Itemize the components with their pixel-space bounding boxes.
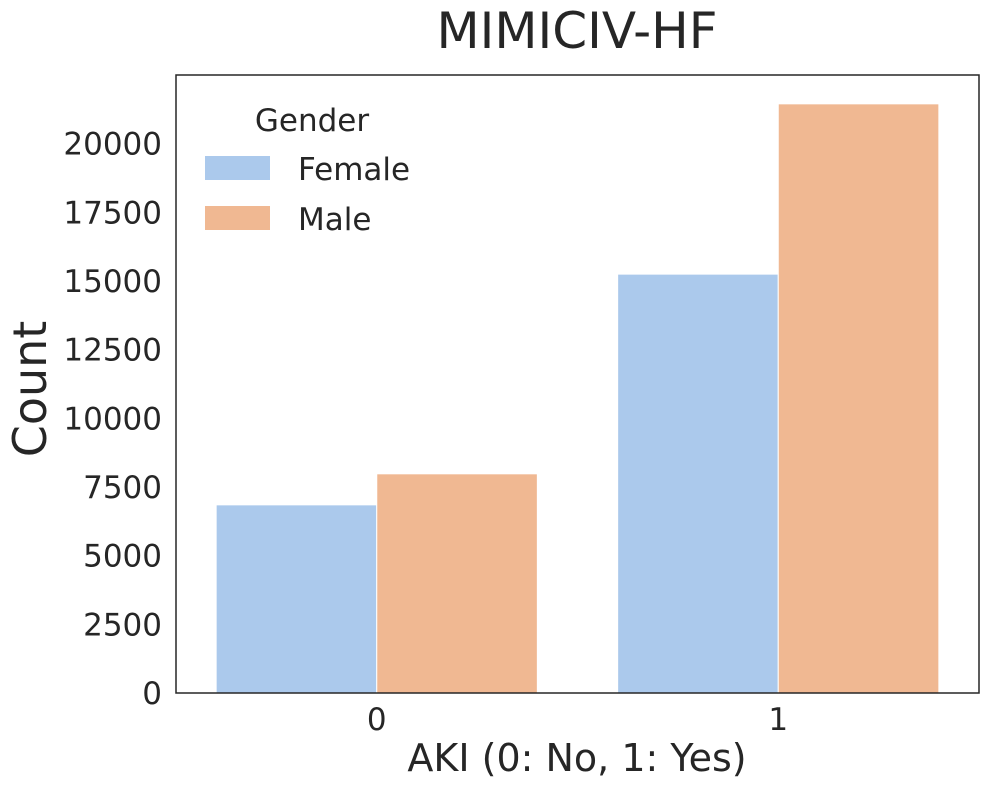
y-tick-label: 5000 bbox=[83, 539, 162, 575]
y-tick-label: 12500 bbox=[63, 333, 162, 369]
y-tick-label: 2500 bbox=[83, 607, 162, 643]
y-tick-label: 17500 bbox=[63, 195, 162, 231]
plot-frame bbox=[175, 74, 980, 694]
bar-male-1 bbox=[777, 103, 940, 694]
y-tick-label: 0 bbox=[142, 676, 162, 712]
y-tick-label: 15000 bbox=[63, 264, 162, 300]
y-tick-label: 10000 bbox=[63, 401, 162, 437]
plot-area bbox=[215, 103, 940, 694]
legend-swatch-male bbox=[205, 206, 270, 230]
bar-male-0 bbox=[376, 473, 538, 694]
legend-title: Gender bbox=[255, 103, 369, 139]
y-axis-ticks: 0 2500 5000 7500 10000 12500 15000 17500 20000 bbox=[63, 127, 162, 712]
y-tick-label: 7500 bbox=[83, 470, 162, 506]
bar-female-0 bbox=[215, 504, 378, 694]
legend: Gender Female Male bbox=[205, 103, 410, 238]
x-tick-label: 0 bbox=[367, 702, 387, 738]
y-axis-label: Count bbox=[3, 321, 57, 458]
chart-title: MIMICIV-HF bbox=[436, 2, 717, 60]
legend-label-male: Male bbox=[298, 202, 371, 238]
legend-swatch-female bbox=[205, 156, 270, 180]
bar-female-1 bbox=[617, 273, 779, 694]
x-axis-label: AKI (0: No, 1: Yes) bbox=[407, 736, 746, 780]
x-tick-label: 1 bbox=[768, 702, 788, 738]
legend-label-female: Female bbox=[298, 152, 410, 188]
y-tick-label: 20000 bbox=[63, 127, 162, 163]
